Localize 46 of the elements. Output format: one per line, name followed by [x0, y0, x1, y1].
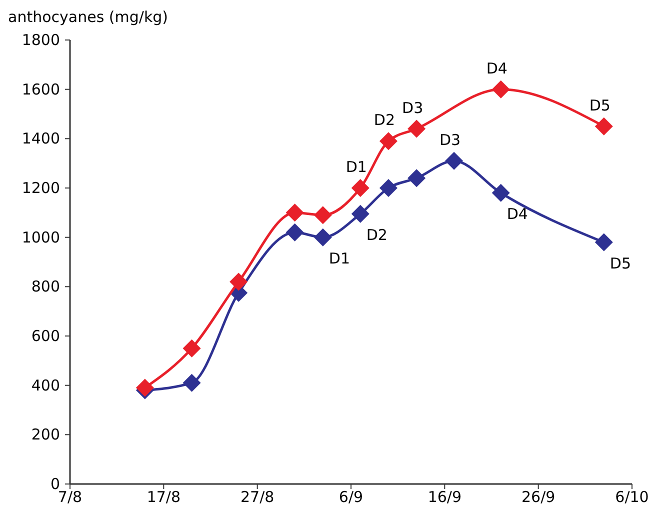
x-tick-label: 7/8 — [58, 488, 82, 506]
y-tick-label: 0 — [50, 475, 60, 493]
point — [182, 374, 201, 392]
annotation: D3 — [402, 98, 424, 117]
y-tick-label: 1600 — [22, 80, 60, 98]
point — [351, 204, 370, 223]
point — [594, 233, 613, 252]
point — [286, 223, 304, 242]
y-tick-label: 600 — [31, 327, 60, 345]
annotation: D5 — [589, 96, 610, 114]
y-tick-label: 1000 — [22, 228, 60, 246]
x-tick-label: 26/9 — [521, 488, 556, 506]
point — [286, 204, 304, 222]
annotation: D2 — [366, 226, 388, 244]
point — [182, 339, 201, 358]
x-tick-label: 27/8 — [240, 488, 274, 506]
point — [314, 228, 332, 246]
point — [408, 169, 426, 188]
point — [594, 117, 613, 136]
annotation: D1 — [346, 158, 367, 176]
y-tick-label: 800 — [31, 278, 60, 296]
annotation: D1 — [328, 249, 350, 268]
point — [351, 179, 370, 197]
point — [230, 272, 248, 291]
y-tick-label: 1200 — [22, 179, 60, 197]
y-tick-label: 1800 — [22, 31, 60, 49]
x-tick-label: 16/9 — [428, 488, 462, 506]
y-axis-title: anthocyanes (mg/kg) — [8, 8, 168, 26]
point — [314, 206, 332, 224]
x-tick-label: 17/8 — [146, 488, 181, 506]
annotation: D5 — [610, 254, 631, 272]
point — [492, 80, 510, 98]
y-tick-label: 400 — [31, 376, 60, 394]
point — [408, 120, 426, 138]
y-tick-label: 1400 — [22, 130, 60, 148]
y-tick-label: 200 — [31, 426, 60, 444]
x-tick-label: 6/10 — [615, 488, 649, 506]
point — [445, 152, 464, 170]
point — [379, 132, 398, 150]
annotation: D4 — [506, 204, 528, 223]
point — [492, 184, 510, 202]
annotation: D4 — [486, 59, 508, 78]
annotation: D2 — [374, 111, 396, 130]
point — [379, 179, 398, 197]
annotation: D3 — [439, 130, 461, 149]
x-tick-label: 6/9 — [338, 488, 364, 506]
